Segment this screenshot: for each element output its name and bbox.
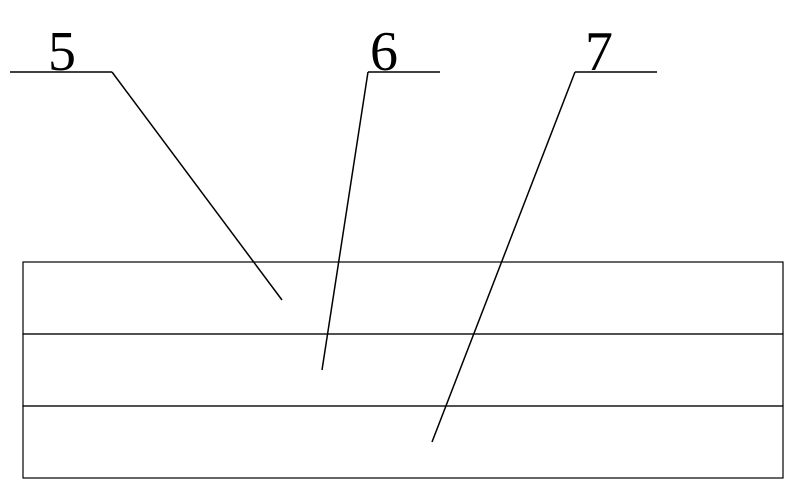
leader-line-7: [432, 72, 657, 442]
layer-stack: [23, 262, 783, 478]
leader-lines-svg: [0, 0, 806, 503]
leader-6-diag: [322, 72, 368, 370]
layer-middle: [23, 334, 783, 406]
leader-7-diag: [432, 72, 575, 442]
leader-line-6: [322, 72, 440, 370]
layer-bottom: [23, 406, 783, 478]
leader-line-5: [10, 72, 282, 300]
leader-5-diag: [112, 72, 282, 300]
layer-top: [23, 262, 783, 334]
diagram-root: 5 6 7: [0, 0, 806, 503]
